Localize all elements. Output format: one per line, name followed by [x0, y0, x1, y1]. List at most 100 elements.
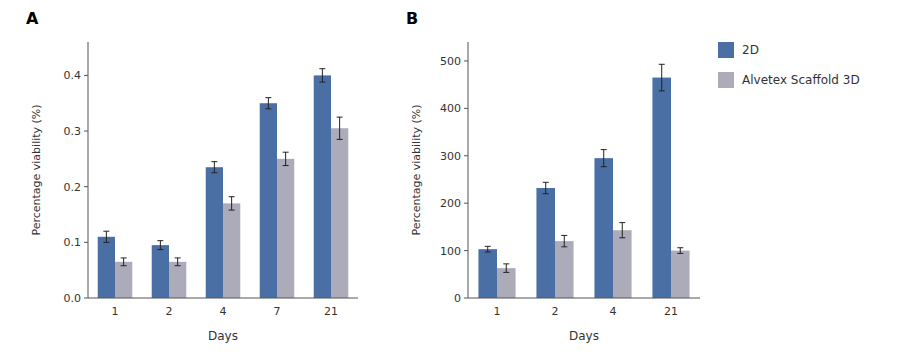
y-tick-label: 0.2: [64, 181, 82, 194]
error-line: [268, 98, 269, 109]
error-bar: [103, 231, 109, 242]
error-cap: [485, 246, 491, 247]
y-tick: [464, 155, 468, 156]
error-bar: [659, 64, 665, 91]
x-tick-label: 1: [494, 305, 501, 318]
bar: [555, 241, 574, 298]
error-cap: [265, 97, 271, 98]
x-axis-label: Days: [208, 329, 238, 343]
error-cap: [485, 252, 491, 253]
y-axis-label: Percentage viability (%): [30, 104, 43, 235]
bar: [223, 203, 240, 298]
bar: [152, 245, 169, 298]
x-tick-label: 1: [112, 305, 119, 318]
y-tick: [84, 75, 88, 76]
error-cap: [103, 231, 109, 232]
error-bar: [319, 69, 325, 82]
legend-swatch: [718, 72, 734, 88]
error-line: [339, 117, 340, 139]
y-tick-label: 100: [440, 245, 461, 258]
y-tick: [84, 186, 88, 187]
error-cap: [229, 196, 235, 197]
error-cap: [677, 253, 683, 254]
y-tick-label: 300: [440, 150, 461, 163]
error-line: [231, 197, 232, 210]
bar: [206, 167, 223, 298]
error-bar: [283, 152, 289, 165]
error-line: [123, 258, 124, 266]
y-tick-label: 200: [440, 197, 461, 210]
y-tick-label: 0: [454, 292, 461, 305]
y-tick-label: 500: [440, 55, 461, 68]
y-tick-label: 0.3: [64, 125, 82, 138]
error-cap: [619, 222, 625, 223]
error-line: [285, 152, 286, 165]
error-cap: [659, 90, 665, 91]
error-cap: [265, 108, 271, 109]
error-line: [177, 258, 178, 266]
error-line: [160, 241, 161, 250]
y-tick: [84, 298, 88, 299]
marks: [98, 69, 349, 298]
error-cap: [503, 263, 509, 264]
error-cap: [677, 247, 683, 248]
x-tick-label: 2: [166, 305, 173, 318]
y-tick-label: 0.1: [64, 236, 82, 249]
y-axis-line: [468, 42, 469, 298]
bar: [536, 188, 555, 298]
y-tick: [464, 298, 468, 299]
bar: [594, 158, 613, 298]
y-tick: [464, 60, 468, 61]
error-line: [214, 162, 215, 173]
error-cap: [283, 165, 289, 166]
error-cap: [561, 246, 567, 247]
error-cap: [601, 166, 607, 167]
y-axis-line: [88, 42, 89, 298]
error-cap: [319, 82, 325, 83]
y-tick: [84, 242, 88, 243]
x-axis-label: Days: [569, 329, 599, 343]
bar: [652, 78, 671, 298]
error-bar: [157, 241, 163, 250]
error-cap: [319, 68, 325, 69]
error-line: [603, 150, 604, 167]
bar: [115, 262, 132, 298]
panel: 0.00.10.20.30.4124721DaysPercentage viab…: [26, 9, 358, 343]
error-bar: [121, 258, 127, 266]
y-tick-label: 0.4: [64, 69, 82, 82]
chart-root: 0.00.10.20.30.4124721DaysPercentage viab…: [0, 0, 900, 361]
x-tick-label: 4: [220, 305, 227, 318]
x-tick-label: 21: [664, 305, 678, 318]
y-tick: [464, 203, 468, 204]
bar: [613, 230, 632, 298]
error-bar: [543, 182, 549, 193]
error-bar: [503, 264, 509, 273]
error-bar: [677, 248, 683, 254]
x-tick-label: 21: [324, 305, 338, 318]
error-cap: [543, 193, 549, 194]
error-cap: [659, 64, 665, 65]
legend-label: Alvetex Scaffold 3D: [742, 73, 860, 87]
x-tick-label: 4: [610, 305, 617, 318]
error-cap: [283, 152, 289, 153]
panel: 010020030040050012421DaysPercentage viab…: [406, 9, 860, 343]
error-bar: [337, 117, 343, 139]
error-cap: [157, 240, 163, 241]
error-bar: [229, 197, 235, 210]
error-cap: [103, 242, 109, 243]
error-bar: [175, 258, 181, 266]
error-cap: [503, 272, 509, 273]
error-bar: [485, 246, 491, 252]
error-cap: [175, 257, 181, 258]
y-axis-label: Percentage viability (%): [410, 104, 423, 235]
error-cap: [157, 249, 163, 250]
legend: 2DAlvetex Scaffold 3D: [718, 42, 860, 88]
bar: [260, 103, 277, 298]
x-tick-label: 2: [552, 305, 559, 318]
x-axis-line: [468, 298, 700, 299]
error-cap: [211, 161, 217, 162]
panel-label: B: [406, 9, 418, 28]
error-line: [680, 248, 681, 254]
error-cap: [121, 257, 127, 258]
bar: [314, 75, 331, 298]
